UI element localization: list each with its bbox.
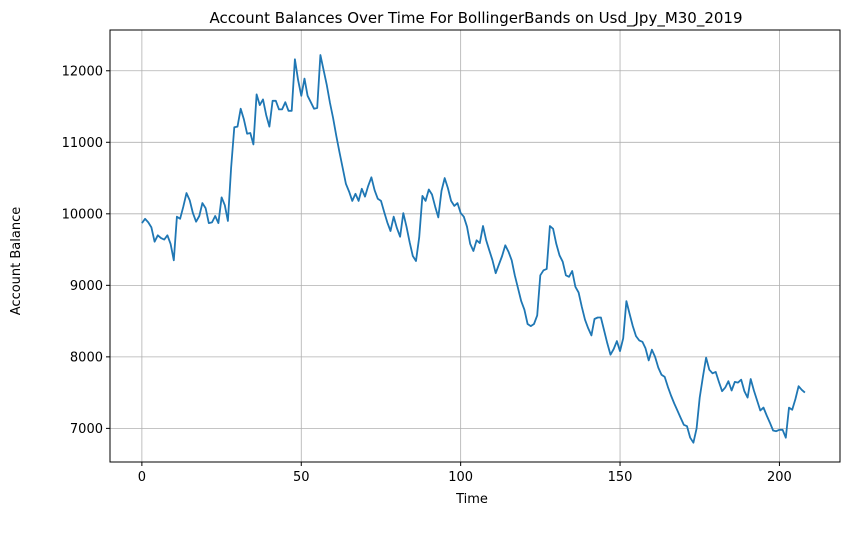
y-tick-label: 10000 xyxy=(62,207,103,222)
x-axis-label: Time xyxy=(455,492,488,507)
y-axis-label: Account Balance xyxy=(9,207,24,315)
x-tick-label: 100 xyxy=(448,470,473,485)
y-tick-label: 7000 xyxy=(70,422,103,437)
x-tick-label: 50 xyxy=(293,470,310,485)
x-axis-ticks: 0 50 100 150 200 xyxy=(138,462,792,485)
x-tick-label: 150 xyxy=(608,470,633,485)
x-tick-label: 0 xyxy=(138,470,146,485)
plot-area-frame xyxy=(109,29,841,463)
balance-series-line xyxy=(141,54,806,444)
chart-title: Account Balances Over Time For Bollinger… xyxy=(209,9,742,28)
y-tick-label: 11000 xyxy=(62,136,103,151)
x-tick-label: 200 xyxy=(767,470,792,485)
plot-line-layer xyxy=(141,54,806,444)
y-tick-label: 12000 xyxy=(62,64,103,79)
y-tick-label: 9000 xyxy=(70,279,103,294)
y-tick-label: 8000 xyxy=(70,350,103,365)
gridlines xyxy=(110,30,840,462)
y-axis-ticks: 7000 8000 9000 10000 11000 12000 xyxy=(62,64,110,437)
